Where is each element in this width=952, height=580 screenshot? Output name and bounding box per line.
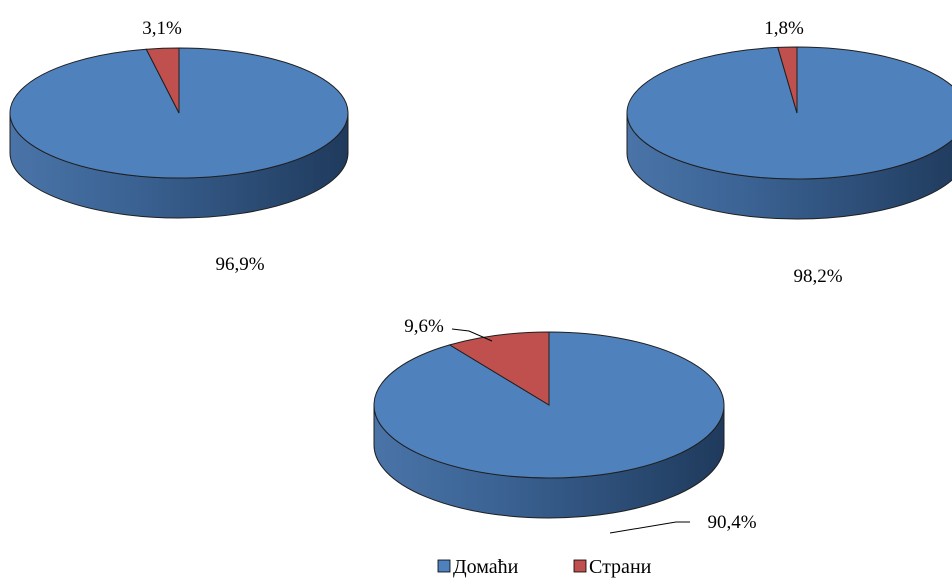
legend: Домаћи Страни xyxy=(437,556,652,578)
pie-1-label-foreign: 3,1% xyxy=(142,18,182,39)
pie-chart-1 xyxy=(9,47,349,219)
pie-2-label-domestic: 98,2% xyxy=(793,266,842,287)
pie-chart-3 xyxy=(373,331,725,519)
pie-2-slice-domestic xyxy=(626,46,952,180)
pie-2-label-foreign: 1,8% xyxy=(764,18,804,39)
legend-label-foreign: Страни xyxy=(589,556,652,578)
pie-3-leader-foreign xyxy=(451,328,493,342)
pie-3-label-foreign: 9,6% xyxy=(404,316,444,337)
pie-2-slice-foreign xyxy=(777,46,798,114)
pie-1-label-domestic: 96,9% xyxy=(215,254,264,275)
pie-3-label-domestic: 90,4% xyxy=(707,512,756,533)
pie-3-leader-domestic xyxy=(609,521,690,534)
pie-3-slice-foreign xyxy=(448,331,550,406)
pie-1-slice-foreign xyxy=(145,47,180,114)
legend-label-domestic: Домаћи xyxy=(453,556,519,578)
legend-swatch-foreign xyxy=(573,559,587,573)
pie-chart-2 xyxy=(626,46,952,220)
legend-swatch-domestic xyxy=(437,559,451,573)
